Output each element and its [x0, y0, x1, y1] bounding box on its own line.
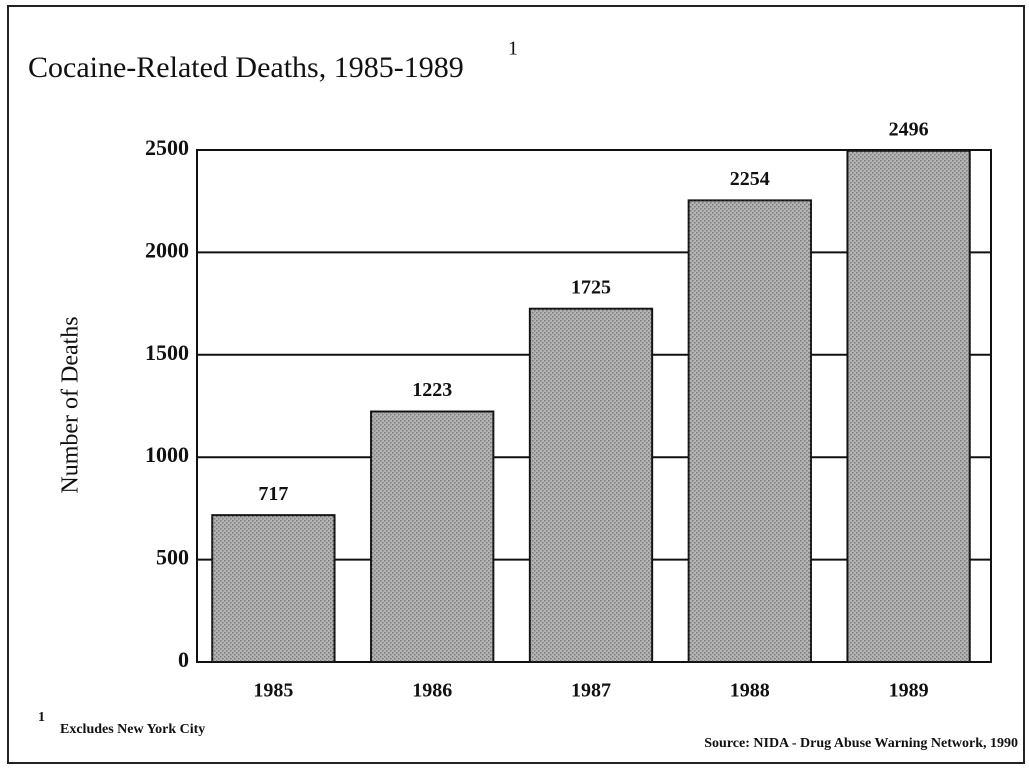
value-label: 2496	[889, 118, 929, 140]
footnote-marker: 1	[38, 710, 45, 725]
bar-texture	[688, 200, 811, 662]
source: Source: NIDA - Drug Abuse Warning Networ…	[704, 736, 1018, 751]
x-tick-label: 1988	[730, 680, 770, 702]
y-tick-label: 1500	[145, 340, 189, 365]
value-label: 2254	[730, 168, 770, 190]
bar-texture	[529, 308, 653, 662]
bar-texture	[847, 150, 970, 662]
bar-texture	[212, 515, 335, 662]
value-label: 717	[258, 483, 288, 505]
x-tick-label: 1985	[253, 680, 293, 702]
footnote: Excludes New York City	[60, 722, 205, 737]
y-axis-label: Number of Deaths	[58, 316, 84, 493]
y-tick-label: 500	[156, 545, 189, 570]
x-tick-label: 1987	[571, 680, 611, 702]
title-note-marker: 1	[508, 38, 518, 60]
y-tick-label: 1000	[145, 442, 189, 467]
value-label: 1725	[571, 276, 611, 298]
frame	[7, 5, 1025, 764]
y-tick-label: 0	[178, 647, 189, 672]
x-tick-label: 1989	[889, 680, 929, 702]
x-tick-label: 1986	[412, 680, 452, 702]
chart-title: Cocaine-Related Deaths, 1985-1989	[28, 51, 464, 84]
bar-texture	[371, 411, 494, 662]
y-tick-label: 2500	[145, 135, 189, 160]
value-label: 1223	[412, 379, 452, 401]
y-tick-label: 2000	[145, 237, 189, 262]
